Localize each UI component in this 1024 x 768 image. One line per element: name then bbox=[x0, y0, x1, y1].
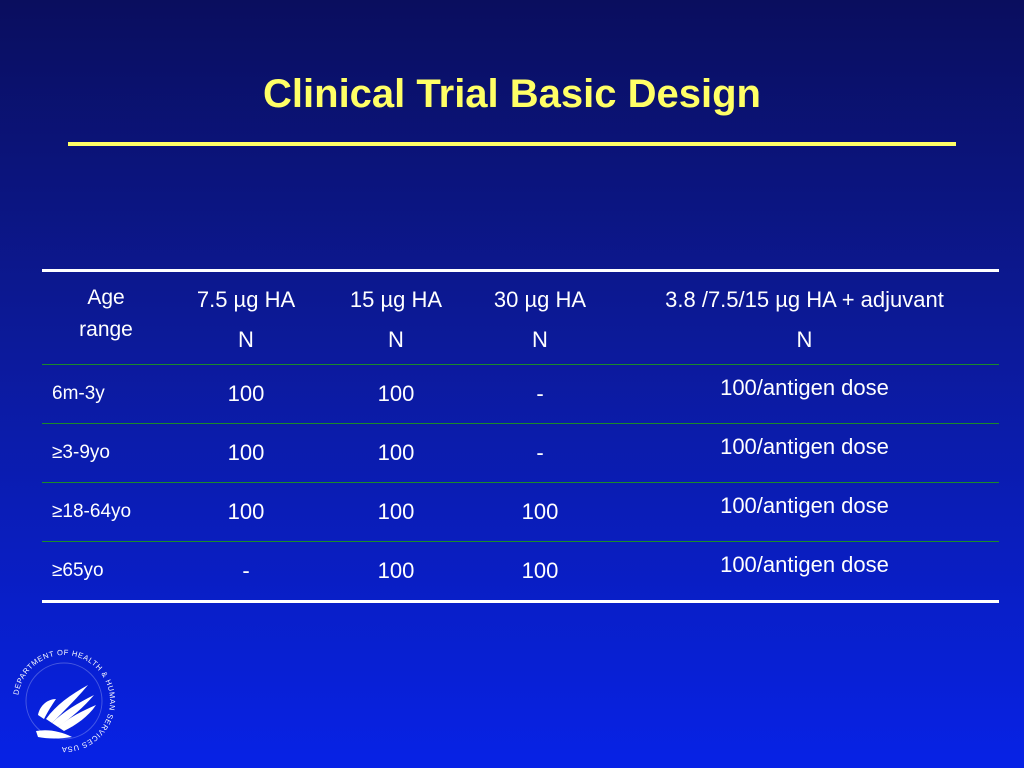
age-range-cell: ≥65yo bbox=[52, 560, 104, 581]
header-n-label: N bbox=[388, 327, 404, 352]
n-cell: - bbox=[536, 440, 544, 465]
header-dose-30: 30 µg HA N bbox=[470, 271, 610, 365]
n-cell: 100 bbox=[521, 558, 559, 583]
n-cell: 100 bbox=[227, 499, 265, 524]
header-dose-label: 15 µg HA bbox=[349, 287, 443, 312]
header-age-line2: range bbox=[79, 318, 133, 341]
n-cell: - bbox=[242, 558, 250, 583]
hhs-seal-icon: DEPARTMENT OF HEALTH & HUMAN SERVICES US… bbox=[11, 648, 116, 754]
table-row: ≥18-64yo 100 100 100 100/antigen dose bbox=[42, 483, 999, 542]
age-range-cell: ≥18-64yo bbox=[52, 501, 132, 522]
header-n-label: N bbox=[238, 327, 254, 352]
n-cell: 100 bbox=[227, 381, 265, 406]
header-adjuvant: 3.8 /7.5/15 µg HA + adjuvant N bbox=[610, 271, 999, 365]
header-dose-15: 15 µg HA N bbox=[322, 271, 470, 365]
adjuvant-n-cell: 100/antigen dose bbox=[720, 375, 889, 400]
adjuvant-n-cell: 100/antigen dose bbox=[720, 434, 889, 459]
header-dose-label: 30 µg HA bbox=[493, 287, 587, 312]
table-row: 6m-3y 100 100 - 100/antigen dose bbox=[42, 365, 999, 424]
adjuvant-n-cell: 100/antigen dose bbox=[720, 493, 889, 518]
age-range-cell: 6m-3y bbox=[52, 383, 105, 404]
n-cell: 100 bbox=[377, 440, 415, 465]
n-cell: 100 bbox=[377, 558, 415, 583]
header-n-label: N bbox=[532, 327, 548, 352]
header-n-label: N bbox=[796, 327, 813, 352]
header-age-line1: Age bbox=[87, 286, 125, 309]
table-row: ≥65yo - 100 100 100/antigen dose bbox=[42, 542, 999, 602]
n-cell: 100 bbox=[227, 440, 265, 465]
age-range-cell: ≥3-9yo bbox=[52, 442, 110, 463]
slide-title: Clinical Trial Basic Design bbox=[263, 72, 761, 116]
trial-design-table: Age range 7.5 µg HA N 15 µg HA N 30 µg H… bbox=[42, 269, 999, 603]
n-cell: 100 bbox=[521, 499, 559, 524]
title-underline bbox=[68, 142, 956, 146]
header-dose-7-5: 7.5 µg HA N bbox=[170, 271, 322, 365]
n-cell: - bbox=[536, 381, 544, 406]
table-header-row: Age range 7.5 µg HA N 15 µg HA N 30 µg H… bbox=[42, 270, 999, 365]
n-cell: 100 bbox=[377, 499, 415, 524]
table-row: ≥3-9yo 100 100 - 100/antigen dose bbox=[42, 424, 999, 483]
header-dose-label: 3.8 /7.5/15 µg HA + adjuvant bbox=[665, 287, 944, 312]
n-cell: 100 bbox=[377, 381, 415, 406]
adjuvant-n-cell: 100/antigen dose bbox=[720, 552, 889, 577]
header-dose-label: 7.5 µg HA bbox=[196, 287, 296, 312]
header-age-range: Age range bbox=[42, 271, 170, 365]
